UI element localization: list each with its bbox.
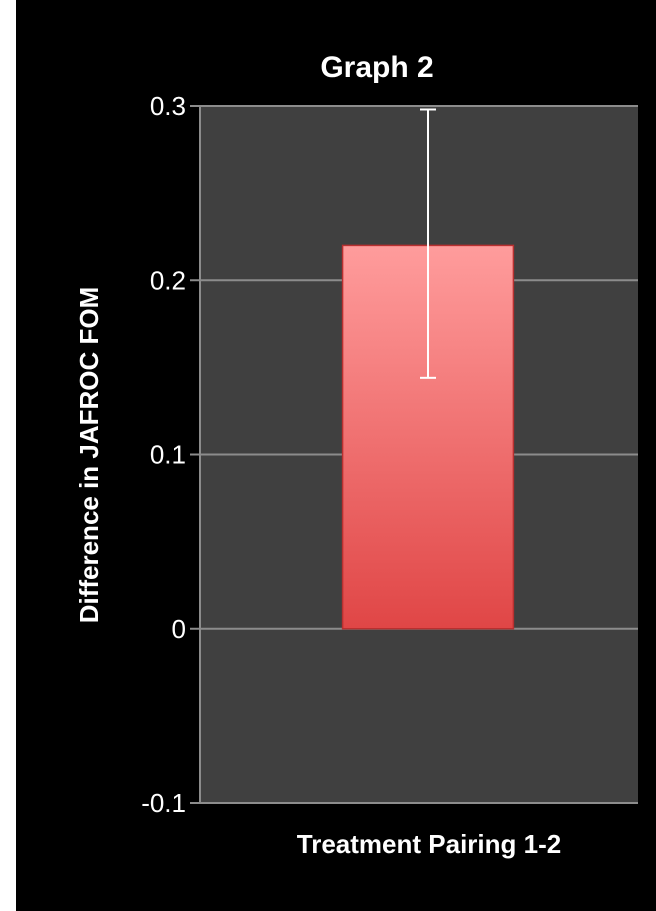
y-axis-label: Difference in JAFROC FOM	[74, 287, 104, 624]
x-category-label: Treatment Pairing 1-2	[297, 829, 561, 859]
bar-chart: -0.1 0 0.1 0.2 0.3 Graph 2 Difference in JAF…	[74, 51, 638, 859]
chart-title: Graph 2	[320, 51, 433, 84]
y-tick-label: 0.1	[150, 440, 186, 470]
y-tick-label: -0.1	[141, 788, 186, 818]
chart-frame: -0.1 0 0.1 0.2 0.3 Graph 2 Difference in JAF…	[16, 0, 656, 911]
y-tick-label: 0.2	[150, 265, 186, 295]
y-tick-label: 0.3	[150, 91, 186, 121]
y-tick-label: 0	[172, 614, 186, 644]
